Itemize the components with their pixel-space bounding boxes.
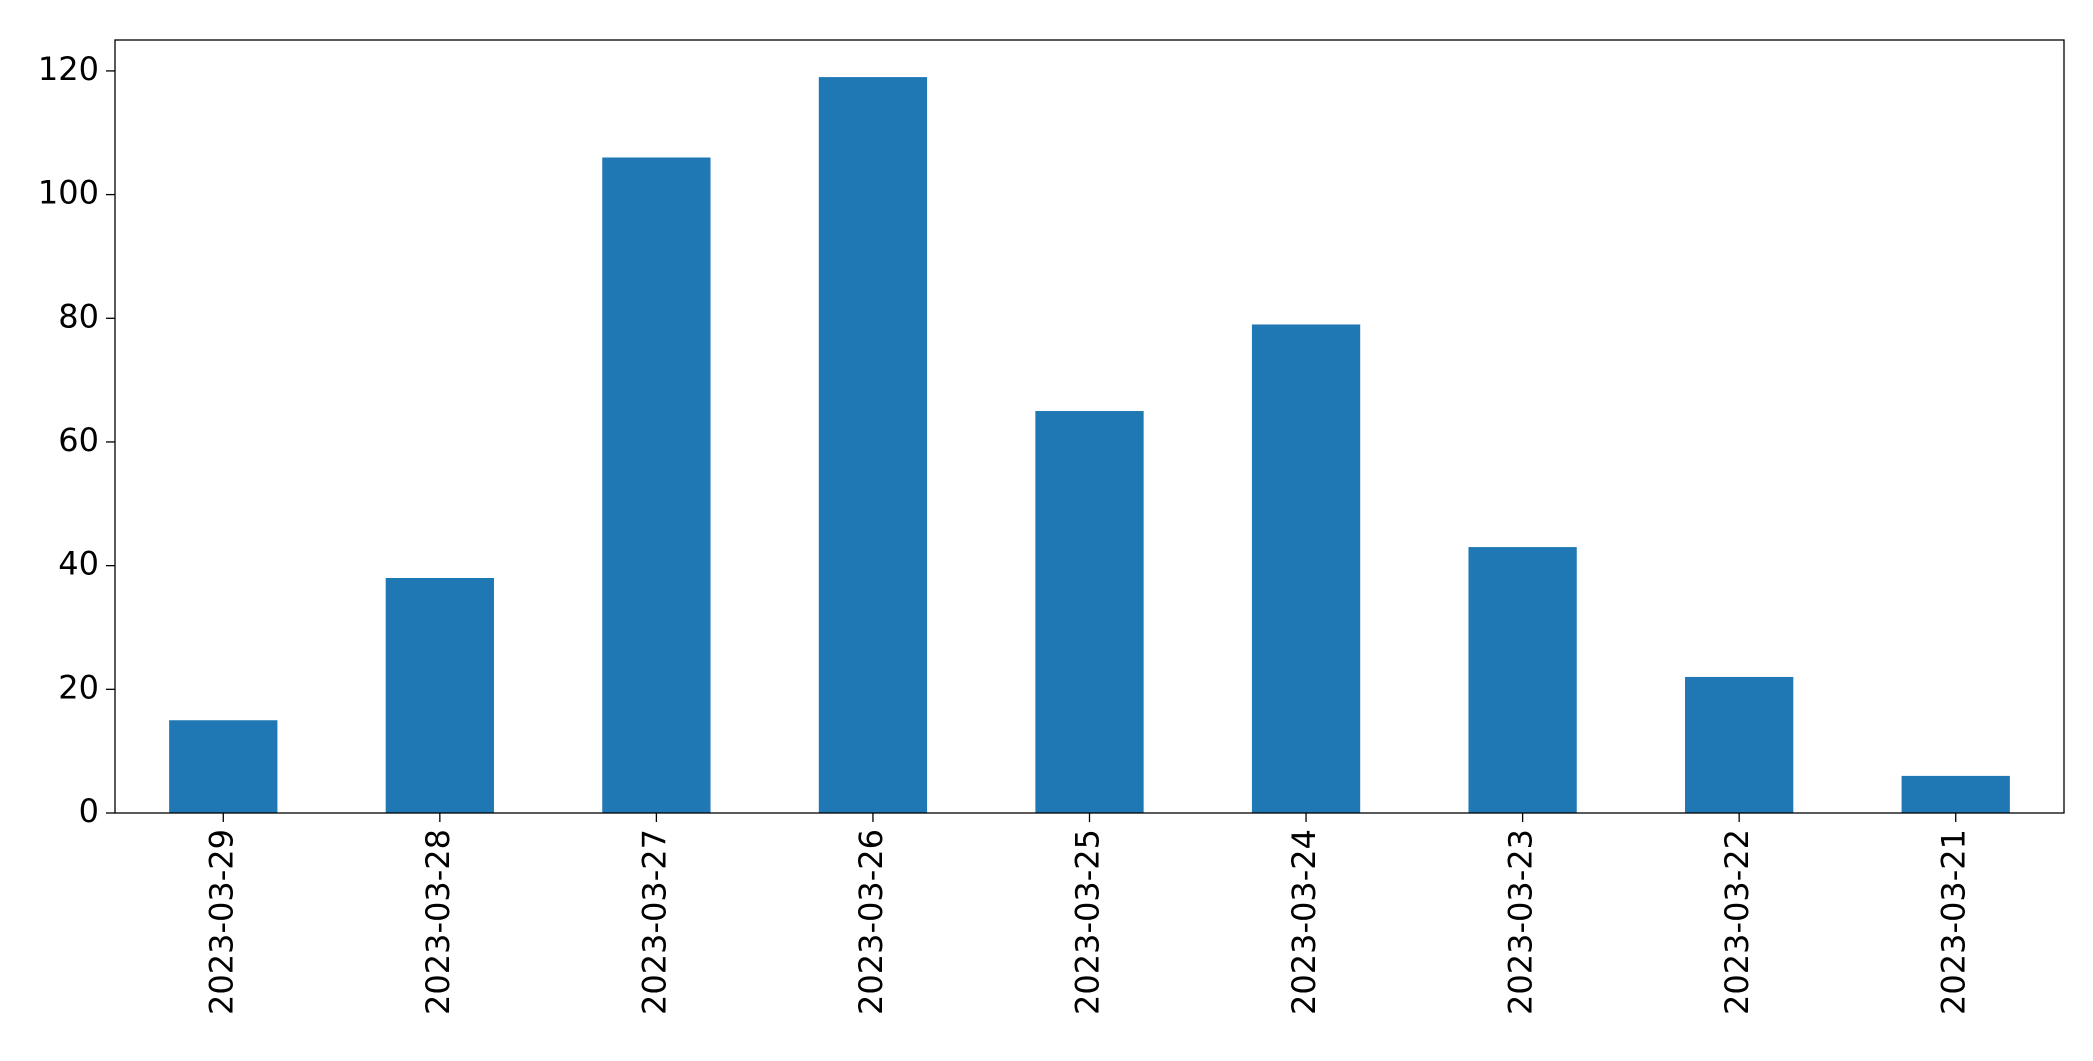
y-tick-label: 80 xyxy=(58,297,99,335)
bar xyxy=(818,77,928,813)
bar xyxy=(169,720,278,813)
bar xyxy=(1685,676,1794,813)
x-tick-label: 2023-03-21 xyxy=(1935,829,1973,1015)
x-tick-label: 2023-03-25 xyxy=(1069,829,1107,1015)
y-tick-label: 120 xyxy=(38,50,99,88)
x-tick-label: 2023-03-23 xyxy=(1502,829,1540,1015)
y-tick-label: 20 xyxy=(58,668,99,706)
x-tick-label: 2023-03-26 xyxy=(852,829,890,1015)
y-tick-label: 60 xyxy=(58,421,99,459)
bar xyxy=(385,578,494,813)
bar xyxy=(1468,547,1577,813)
bar xyxy=(602,157,711,814)
x-tick-label: 2023-03-27 xyxy=(635,829,673,1015)
x-tick-label: 2023-03-28 xyxy=(419,829,457,1015)
x-tick-label: 2023-03-24 xyxy=(1285,829,1323,1015)
bar xyxy=(1035,411,1144,813)
x-tick-label: 2023-03-22 xyxy=(1718,829,1756,1015)
y-tick-label: 0 xyxy=(79,792,99,830)
y-tick-label: 40 xyxy=(58,545,99,583)
x-tick-label: 2023-03-29 xyxy=(202,829,240,1015)
y-tick-label: 100 xyxy=(38,174,99,212)
bar xyxy=(1251,324,1361,813)
bar xyxy=(1901,775,2010,813)
plot-frame xyxy=(114,39,2065,814)
